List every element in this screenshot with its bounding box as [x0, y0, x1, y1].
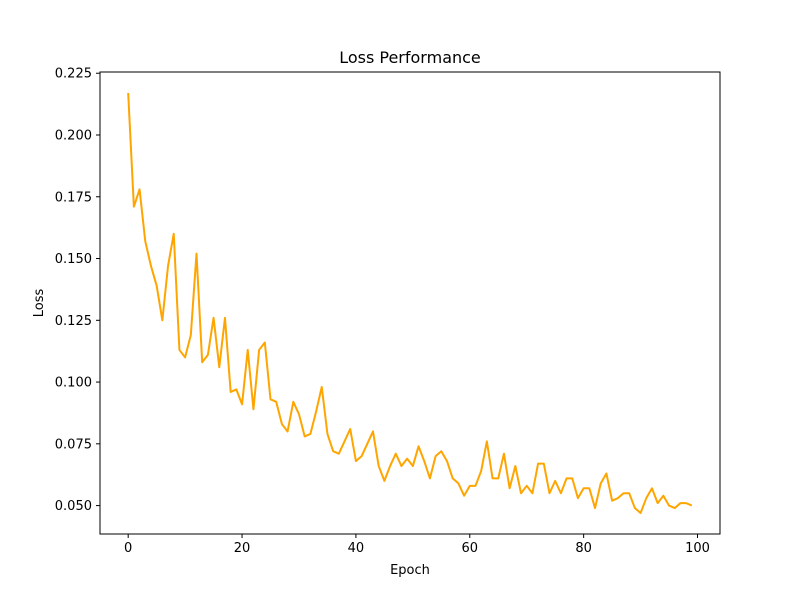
y-axis-ticks: 0.050 0.075 0.100 0.125 0.150 0.175 0.200 0.225	[55, 67, 100, 514]
y-tick-label: 0.225	[55, 67, 92, 82]
chart-title: Loss Performance	[339, 48, 481, 67]
x-tick-label: 0	[124, 541, 132, 556]
plot-area	[100, 72, 720, 534]
series-layer	[127, 92, 693, 514]
y-tick-label: 0.150	[55, 252, 92, 267]
y-tick-label: 0.175	[55, 190, 92, 205]
x-tick-label: 40	[348, 541, 365, 556]
y-axis-label: Loss	[32, 289, 47, 318]
x-axis-label: Epoch	[390, 563, 430, 578]
loss-series-line	[127, 92, 693, 514]
x-tick-label: 100	[685, 541, 710, 556]
y-tick-label: 0.125	[55, 314, 92, 329]
y-tick-label: 0.200	[55, 129, 92, 144]
y-tick-label: 0.050	[55, 499, 92, 514]
x-tick-label: 80	[575, 541, 592, 556]
y-tick-label: 0.075	[55, 437, 92, 452]
x-axis-ticks: 0 20 40 60 80 100	[124, 534, 710, 556]
y-tick-label: 0.100	[55, 376, 92, 391]
x-tick-label: 60	[462, 541, 479, 556]
plot-frame	[99, 71, 721, 535]
x-tick-label: 20	[234, 541, 251, 556]
